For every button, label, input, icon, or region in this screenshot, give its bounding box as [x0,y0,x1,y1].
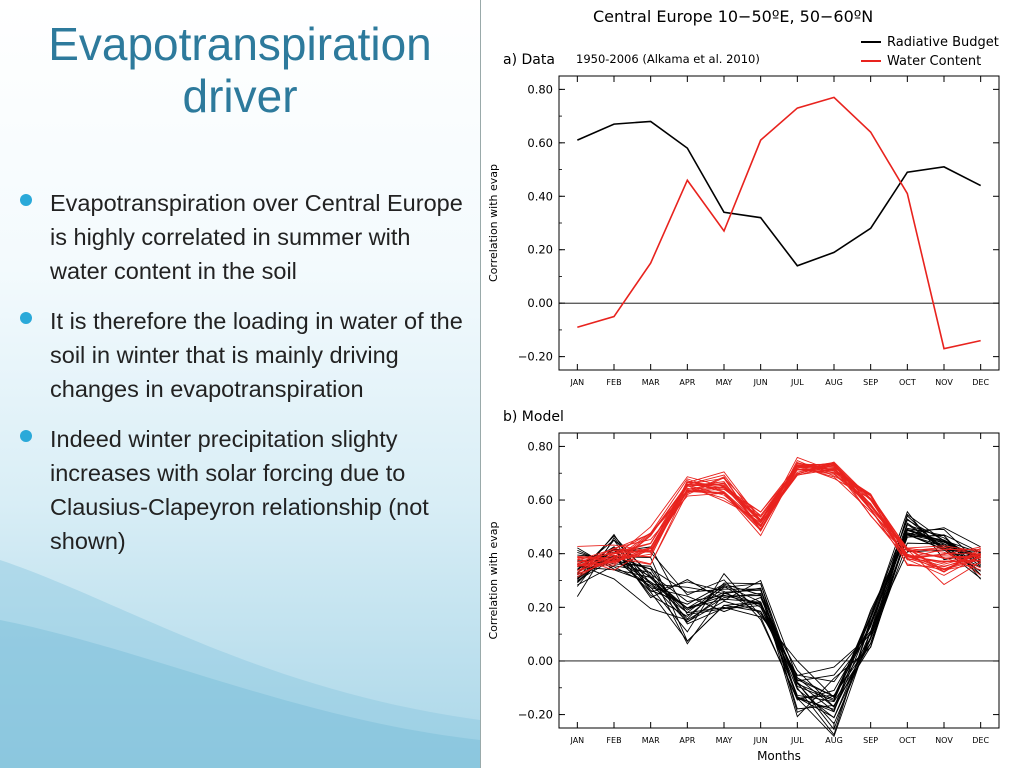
ensemble-member-water-content [577,464,981,576]
panel-a-annotation: 1950-2006 (Alkama et al. 2010) [576,52,760,66]
y-tick-label: 0.80 [527,439,553,453]
bullet-item: Evapotranspiration over Central Europe i… [18,186,474,288]
y-tick-label: 0.00 [527,654,553,668]
plot-a: 0.80 0.60 0.40 0.20 0.00 −0.20 JAN FEB MAR APR MAY… [487,75,1000,387]
ensemble-member-water-content [577,466,981,563]
plot-b: 0.80 0.60 0.40 0.20 0.00 −0.20 JAN FEB MAR APR MAY… [487,432,1000,763]
slide-title: Evapotranspiration driver [48,18,432,122]
ensemble-member-radiative-budget [577,528,981,736]
figure-panel: Central Europe 10−50ºE, 50−60ºN Radiativ… [480,0,1024,768]
bullet-list: Evapotranspiration over Central Europe i… [18,186,474,574]
bullet-dot-icon [20,194,32,206]
bullet-text: Evapotranspiration over Central Europe i… [50,190,463,284]
legend-label-radiative: Radiative Budget [887,35,999,50]
bullet-text: Indeed winter precipitation slighty incr… [50,426,429,554]
x-tick-label: SEP [863,736,878,745]
x-tick-label: OCT [899,736,916,745]
x-tick-label: OCT [899,378,916,387]
bullet-dot-icon [20,430,32,442]
x-tick-label: APR [679,736,695,745]
ensemble-member-water-content [577,462,981,578]
ensemble-member-radiative-budget [577,519,981,698]
ensemble-member-radiative-budget [577,528,981,712]
x-tick-label: MAR [642,736,660,745]
y-tick-label: 0.20 [527,243,553,257]
legend-label-water: Water Content [887,54,981,69]
ensemble-member-water-content [577,463,981,573]
ensemble-member-radiative-budget [577,534,981,710]
ensemble-member-water-content [577,464,981,576]
series-line-water-content [577,96,981,350]
bullet-text: It is therefore the loading in water of … [50,308,463,402]
y-tick-label: 0.20 [527,600,553,614]
plot-frame [558,75,1000,371]
y-tick-label: 0.80 [527,82,553,96]
ensemble-member-water-content [577,464,981,568]
x-tick-label: JUN [753,378,768,387]
series-line-radiative-budget [577,120,982,267]
bullet-dot-icon [20,312,32,324]
figure-svg: Central Europe 10−50ºE, 50−60ºN Radiativ… [487,7,1000,763]
x-tick-label: NOV [935,378,953,387]
x-tick-label: APR [679,378,695,387]
y-axis-label: Correlation with evap [487,164,500,282]
y-tick-label: 0.60 [527,136,553,150]
x-axis-label: Months [757,749,801,763]
x-tick-label: MAR [642,378,660,387]
x-tick-label: NOV [935,736,953,745]
ensemble-member-water-content [577,462,981,569]
y-tick-label: −0.20 [518,708,553,722]
x-tick-label: MAY [716,736,733,745]
bullet-item: It is therefore the loading in water of … [18,304,474,406]
y-tick-label: 0.40 [527,547,553,561]
x-tick-label: SEP [863,378,878,387]
x-tick-label: FEB [606,736,621,745]
plot-frame [558,432,1000,729]
bullet-item: Indeed winter precipitation slighty incr… [18,422,474,558]
figure-title: Central Europe 10−50ºE, 50−60ºN [593,7,873,26]
x-tick-label: AUG [825,736,843,745]
panel-a-label: a) Data [503,52,555,68]
panel-b-label: b) Model [503,409,564,425]
ensemble-member-radiative-budget [576,534,981,719]
x-tick-label: JUL [790,378,804,387]
y-tick-label: 0.60 [527,493,553,507]
ensemble-member-radiative-budget [577,533,981,699]
x-tick-label: JUN [753,736,768,745]
y-tick-label: 0.40 [527,189,553,203]
y-tick-label: −0.20 [518,350,553,364]
x-tick-label: JAN [569,736,584,745]
x-tick-label: DEC [972,736,989,745]
x-tick-label: JUL [790,736,804,745]
ensemble-member-radiative-budget [577,524,981,708]
ensemble-member-radiative-budget [577,527,981,699]
ensemble-member-water-content [577,468,981,565]
x-tick-label: JAN [569,378,584,387]
figure-legend: Radiative Budget Water Content [861,35,999,69]
x-tick-label: DEC [972,378,989,387]
x-tick-label: AUG [825,378,843,387]
ensemble-member-water-content [577,464,981,576]
y-axis-label: Correlation with evap [487,521,500,639]
y-tick-label: 0.00 [527,296,553,310]
x-tick-label: MAY [716,378,733,387]
x-tick-label: FEB [606,378,621,387]
